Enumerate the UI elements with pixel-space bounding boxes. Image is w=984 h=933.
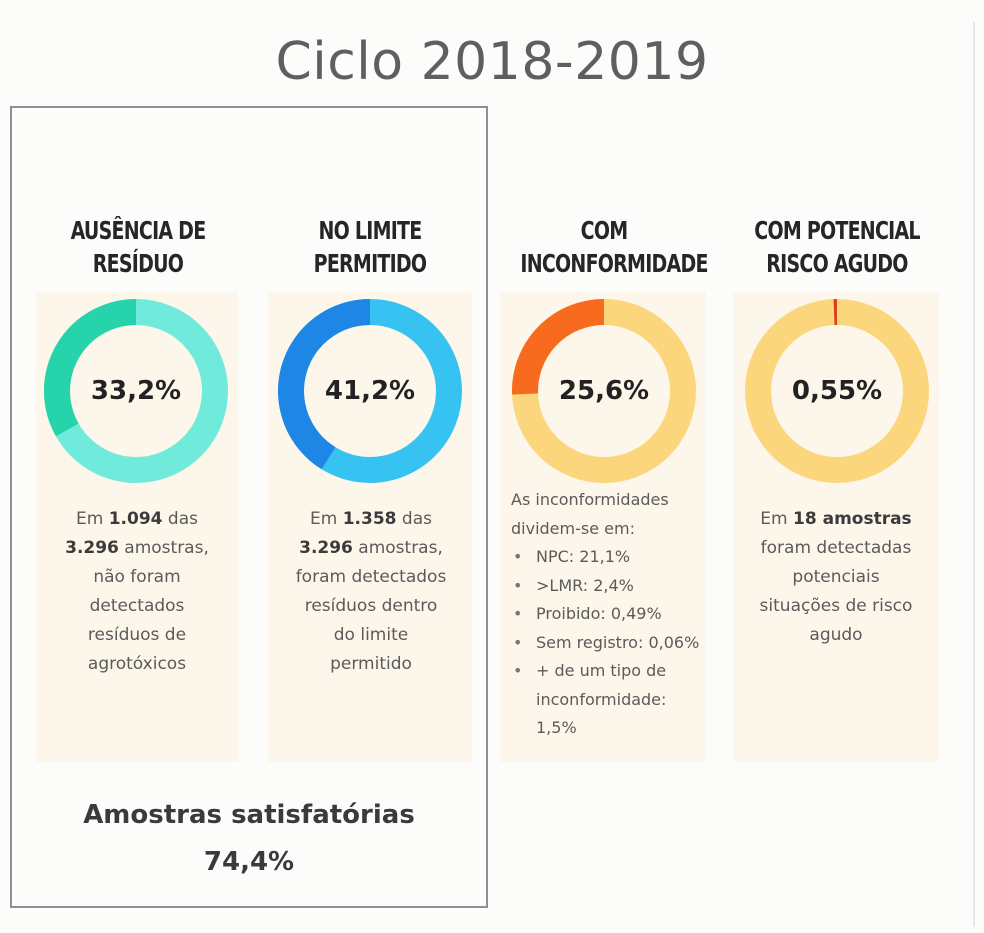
heading-ausencia: AUSÊNCIA DE RESÍDUO — [54, 214, 221, 280]
desc-highlight: 1.094 — [108, 509, 163, 529]
heading-limite-line2: PERMITIDO — [313, 249, 427, 278]
heading-inconformidade-line2: INCONFORMIDADE — [520, 249, 708, 278]
desc-line: agudo — [727, 621, 945, 650]
desc-text: resíduos de — [87, 625, 187, 645]
desc-line: situações de risco — [727, 592, 945, 621]
desc-text: Em — [310, 509, 343, 529]
desc-text: foram detectados — [295, 567, 447, 587]
desc-text: agrotóxicos — [87, 654, 187, 674]
desc-highlight: 3.296 — [299, 538, 353, 558]
desc-line: foram detectados — [262, 563, 480, 592]
heading-risco-line1: COM POTENCIAL — [754, 216, 920, 245]
desc-text: foram detectadas — [760, 538, 912, 558]
heading-limite: NO LIMITE PERMITIDO — [286, 214, 453, 280]
desc-text: resíduos dentro — [304, 596, 438, 616]
right-border-line — [973, 22, 975, 927]
heading-risco-line2: RISCO AGUDO — [766, 249, 908, 278]
donut-risco: 0,55% — [744, 298, 930, 484]
heading-ausencia-line1: AUSÊNCIA DE — [70, 216, 207, 245]
desc-line: foram detectadas — [727, 534, 945, 563]
desc-text: das — [162, 509, 198, 529]
desc-line: não foram — [28, 563, 246, 592]
list-item: >LMR: 2,4% — [511, 572, 701, 601]
desc-text: potenciais — [792, 567, 880, 587]
list-item: + de um tipo de inconformidade: 1,5% — [511, 657, 701, 743]
desc-text: permitido — [330, 654, 412, 674]
desc-text: das — [396, 509, 432, 529]
desc-line: Em 1.358 das — [262, 505, 480, 534]
desc-limite: Em 1.358 das 3.296 amostras, foram detecta… — [262, 505, 480, 679]
list-item: Proibido: 0,49% — [511, 600, 701, 629]
desc-line: agrotóxicos — [28, 650, 246, 679]
donut-risco-base-ring — [745, 299, 929, 483]
desc-line: Em 18 amostras — [727, 505, 945, 534]
list-item: Sem registro: 0,06% — [511, 629, 701, 658]
heading-limite-line1: NO LIMITE — [318, 216, 423, 245]
donut-limite: 41,2% — [277, 298, 463, 484]
donut-ausencia: 33,2% — [43, 298, 229, 484]
desc-line: do limite — [262, 621, 480, 650]
satisfactory-samples-box — [10, 106, 488, 908]
desc-highlight: 18 amostras — [793, 509, 912, 529]
donut-ausencia-value-arc — [44, 299, 137, 437]
desc-text: detectados — [89, 596, 185, 616]
donut-inconformidade: 25,6% — [511, 298, 697, 484]
donut-ausencia-value-label: 33,2% — [90, 376, 182, 406]
desc-highlight: 1.358 — [342, 509, 397, 529]
desc-inconformidade-intro: As inconformidades dividem-se em: — [511, 490, 669, 538]
heading-inconformidade-line1: COM — [580, 216, 628, 245]
heading-inconformidade: COM INCONFORMIDADE — [520, 214, 708, 280]
heading-risco: COM POTENCIAL RISCO AGUDO — [753, 214, 920, 280]
heading-ausencia-line2: RESÍDUO — [92, 249, 184, 278]
donut-inconformidade-value-arc — [512, 299, 605, 395]
list-item: NPC: 21,1% — [511, 543, 701, 572]
donut-inconformidade-value-label: 25,6% — [558, 376, 650, 406]
desc-line: permitido — [262, 650, 480, 679]
desc-inconformidade: As inconformidades dividem-se em: NPC: 2… — [511, 486, 701, 743]
desc-line: resíduos dentro — [262, 592, 480, 621]
donut-risco-value-label: 0,55% — [791, 376, 883, 406]
desc-line: detectados — [28, 592, 246, 621]
desc-ausencia: Em 1.094 das 3.296 amostras, não foram dete… — [28, 505, 246, 679]
desc-text: amostras, — [352, 538, 443, 558]
desc-text: situações de risco — [759, 596, 913, 616]
desc-text: amostras, — [118, 538, 209, 558]
desc-text: Em — [76, 509, 109, 529]
desc-highlight: 3.296 — [65, 538, 119, 558]
desc-text: Em — [760, 509, 794, 529]
page-title: Ciclo 2018-2019 — [275, 32, 709, 92]
desc-line: Em 1.094 das — [28, 505, 246, 534]
desc-line: resíduos de — [28, 621, 246, 650]
desc-risco: Em 18 amostras foram detectadas potenciais… — [727, 505, 945, 650]
desc-text: do limite — [333, 625, 409, 645]
satisfactory-value: 74,4% — [203, 847, 295, 877]
inconformidade-list: NPC: 21,1% >LMR: 2,4% Proibido: 0,49% Se… — [511, 543, 701, 743]
desc-line: 3.296 amostras, — [262, 534, 480, 563]
desc-text: agudo — [809, 625, 863, 645]
donut-limite-value-arc — [278, 299, 371, 470]
desc-line: 3.296 amostras, — [28, 534, 246, 563]
desc-text: não foram — [93, 567, 181, 587]
donut-limite-value-label: 41,2% — [324, 376, 416, 406]
desc-line: potenciais — [727, 563, 945, 592]
satisfactory-label: Amostras satisfatórias — [83, 800, 415, 830]
